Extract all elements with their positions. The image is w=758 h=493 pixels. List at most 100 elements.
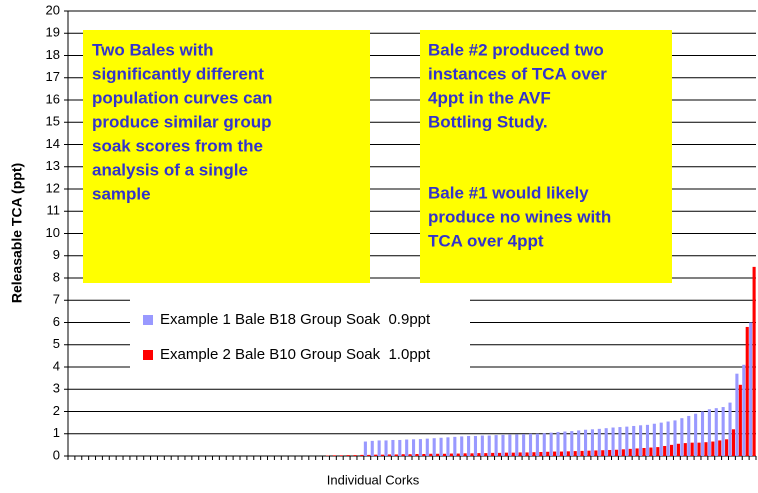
bar xyxy=(680,418,684,456)
bar xyxy=(487,435,491,456)
bar xyxy=(752,266,756,456)
bar xyxy=(391,439,395,456)
bar xyxy=(614,449,619,456)
bar xyxy=(381,454,385,456)
bar xyxy=(683,443,687,456)
bar xyxy=(504,452,508,456)
bar xyxy=(432,438,436,456)
annotation-text: Bale #2 produced two xyxy=(428,40,604,59)
y-tick-label: 14 xyxy=(46,136,60,151)
y-tick-label: 4 xyxy=(53,358,60,373)
bar xyxy=(690,442,694,456)
bar xyxy=(597,428,601,456)
bar xyxy=(700,411,705,456)
bar xyxy=(721,407,725,456)
bar xyxy=(556,431,560,456)
bar xyxy=(639,425,643,456)
bar xyxy=(728,402,732,456)
bar xyxy=(518,452,522,456)
bar xyxy=(656,447,660,456)
y-tick-label: 7 xyxy=(53,292,60,307)
bar xyxy=(491,452,495,456)
bar xyxy=(604,428,608,456)
bar xyxy=(632,425,636,456)
bar xyxy=(477,453,481,456)
bar xyxy=(725,439,729,456)
y-tick-label: 2 xyxy=(53,403,60,418)
bar xyxy=(415,453,419,456)
bar xyxy=(601,450,605,456)
bar xyxy=(628,448,632,456)
bar xyxy=(673,420,677,456)
bar xyxy=(463,453,467,456)
bar xyxy=(370,440,374,456)
bar xyxy=(670,444,674,456)
bar xyxy=(549,432,553,456)
bar xyxy=(339,455,343,456)
bar xyxy=(697,442,701,456)
annotation-text: instances of TCA over xyxy=(428,64,607,83)
bar xyxy=(429,453,433,456)
annotation-text: analysis of a single xyxy=(92,160,248,179)
bar xyxy=(484,453,488,456)
bar xyxy=(494,435,498,456)
annotation-text: 4ppt in the AVF xyxy=(428,88,551,107)
y-tick-label: 0 xyxy=(53,447,60,462)
annotation-box xyxy=(83,30,370,283)
bar xyxy=(353,455,357,456)
bar xyxy=(528,433,533,456)
bar xyxy=(566,451,570,456)
bar xyxy=(663,445,667,456)
bar xyxy=(584,429,588,456)
bar xyxy=(405,439,409,456)
bar xyxy=(532,452,536,456)
annotation-text: Bale #1 would likely xyxy=(428,183,589,202)
bar xyxy=(659,422,663,456)
bar xyxy=(590,429,594,456)
bar xyxy=(384,440,388,456)
bar xyxy=(467,435,471,456)
bar xyxy=(587,450,591,456)
bar xyxy=(718,440,722,456)
bar xyxy=(360,454,364,456)
bar xyxy=(408,454,412,456)
bar xyxy=(570,431,574,456)
bar xyxy=(542,433,546,456)
bar xyxy=(456,453,460,456)
y-tick-label: 10 xyxy=(46,225,60,240)
bar xyxy=(635,448,639,456)
bar xyxy=(446,437,450,456)
bar xyxy=(611,427,615,456)
bar xyxy=(470,453,474,456)
bar xyxy=(442,453,447,456)
bar xyxy=(621,449,625,456)
bar xyxy=(749,322,753,456)
y-tick-label: 12 xyxy=(46,180,60,195)
legend-label: Example 2 Bale B10 Group Soak 1.0ppt xyxy=(160,346,431,363)
y-tick-label: 8 xyxy=(53,269,60,284)
bar xyxy=(694,413,698,456)
bar xyxy=(645,424,650,456)
bar xyxy=(687,415,691,456)
bar xyxy=(618,427,622,456)
annotation-text: sample xyxy=(92,184,151,203)
bar xyxy=(546,451,550,456)
bar xyxy=(539,451,543,456)
annotation-text: significantly different xyxy=(92,64,264,83)
y-tick-label: 19 xyxy=(46,25,60,40)
bar xyxy=(498,452,502,456)
bar xyxy=(436,453,440,456)
bar xyxy=(649,447,653,456)
bar xyxy=(642,447,646,456)
bar xyxy=(394,454,398,456)
bar xyxy=(652,423,656,456)
bar xyxy=(422,453,426,456)
bar xyxy=(425,438,429,456)
bar xyxy=(738,384,742,456)
annotation-text: Two Bales with xyxy=(92,40,214,59)
bar xyxy=(711,441,715,456)
y-tick-label: 17 xyxy=(46,69,60,84)
bar xyxy=(412,439,416,456)
bar xyxy=(666,421,670,456)
bar xyxy=(511,452,515,456)
